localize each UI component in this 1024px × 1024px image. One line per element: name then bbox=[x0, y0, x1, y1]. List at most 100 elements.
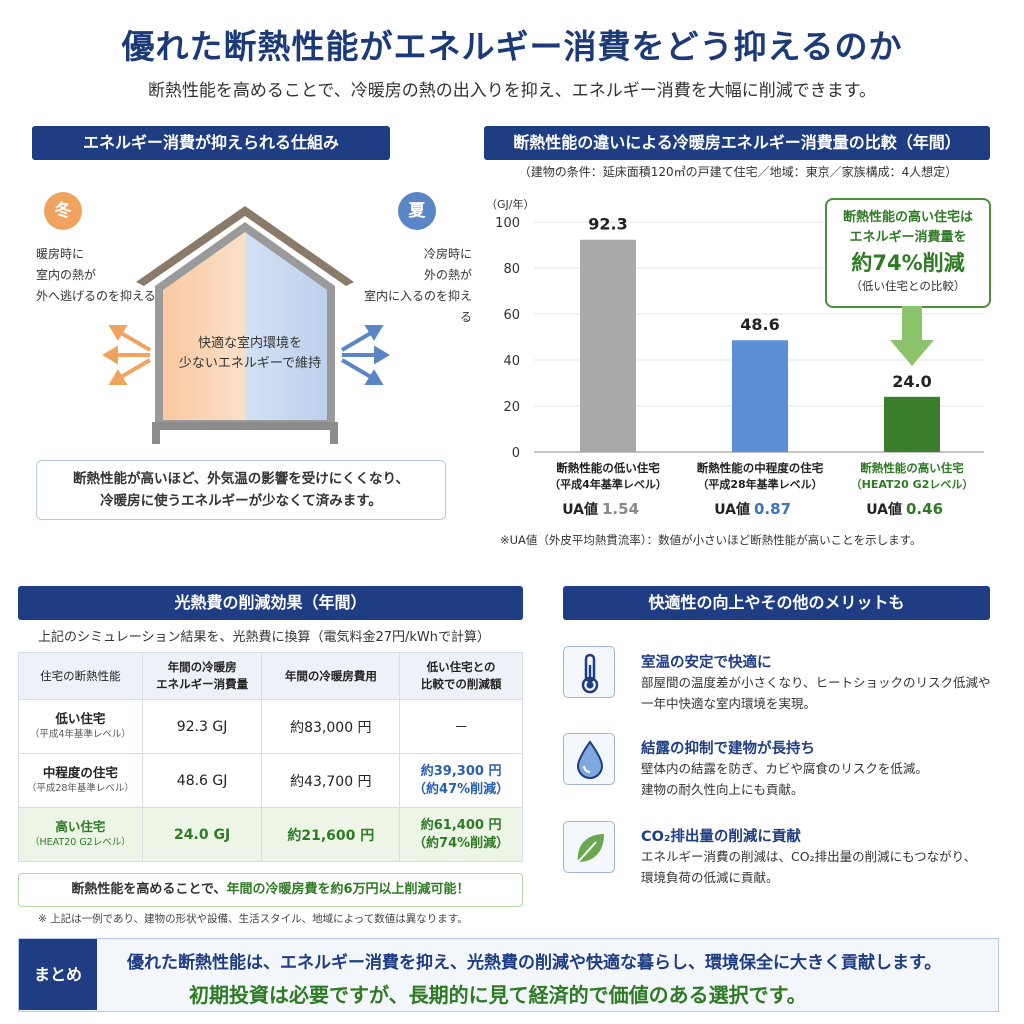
savings-message: 断熱性能を高めることで、年間の冷暖房費を約6万円以上削減可能！ bbox=[18, 873, 523, 907]
ua-value: 0.46 bbox=[906, 500, 943, 518]
winter-note-line: 室内の熱が bbox=[36, 268, 97, 282]
y-tick-label: 40 bbox=[503, 354, 520, 369]
merit-title: 室温の安定で快適に bbox=[641, 655, 772, 671]
saving-cell: 約39,300 円 （約47%削減） bbox=[399, 753, 523, 808]
cost-cell: 約83,000 円 bbox=[261, 699, 401, 754]
bar-value-label: 92.3 bbox=[588, 215, 627, 234]
info-line: 断熱性能が高いほど、外気温の影響を受けにくくなり、 bbox=[72, 471, 409, 487]
merits-heading: 快適性の向上やその他のメリットも bbox=[563, 586, 990, 620]
y-tick-label: 80 bbox=[503, 262, 520, 277]
y-tick-label: 0 bbox=[512, 446, 520, 461]
x-category-label: 断熱性能の高い住宅 bbox=[860, 461, 964, 475]
merit-desc-line: 部屋間の温度差が小さくなり、ヒートショックのリスク低減や bbox=[641, 675, 991, 690]
winter-note: 暖房時に 室内の熱が 外へ逃げるのを抑える bbox=[36, 244, 156, 307]
house-text-line: 快適な室内環境を bbox=[197, 336, 302, 351]
row-label: 高い住宅 （HEAT20 G2レベル） bbox=[18, 807, 143, 862]
summary-line-2: 初期投資は必要ですが、長期的に見て経済的で価値のある選択です。 bbox=[189, 983, 807, 1007]
saving-cell: － bbox=[399, 699, 523, 754]
cost-table: 住宅の断熱性能 年間の冷暖房 エネルギー消費量 年間の冷暖房費用 低い住宅との 比較… bbox=[18, 652, 523, 862]
bar bbox=[580, 239, 636, 452]
comparison-heading: 断熱性能の違いによる冷暖房エネルギー消費量の比較（年間） bbox=[484, 126, 990, 160]
bar bbox=[884, 396, 940, 452]
callout-line: 断熱性能の高い住宅は bbox=[842, 210, 973, 225]
callout-note: （低い住宅との比較） bbox=[850, 279, 966, 293]
merit-desc: エネルギー消費の削減は、CO₂排出量の削減にもつながり、 環境負荷の低減に貢献。 bbox=[641, 846, 991, 888]
table-header-row: 住宅の断熱性能 年間の冷暖房 エネルギー消費量 年間の冷暖房費用 低い住宅との 比較… bbox=[18, 652, 523, 700]
info-line: 冷暖房に使うエネルギーが少なくて済みます。 bbox=[100, 493, 382, 509]
merit-desc-line: 環境負荷の低減に貢献。 bbox=[641, 870, 779, 885]
y-axis-label: （GJ/年） bbox=[486, 197, 534, 211]
saving-cell: 約61,400 円 （約74%削減） bbox=[399, 807, 523, 862]
x-category-label: 断熱性能の低い住宅 bbox=[556, 461, 660, 475]
summary-line-1: 優れた断熱性能は、エネルギー消費を抑え、光熱費の削減や快適な暮らし、環境保全に大… bbox=[127, 953, 942, 973]
merit-title: CO₂排出量の削減に貢献 bbox=[641, 829, 801, 845]
house-text-line: 少ないエネルギーで維持 bbox=[178, 356, 322, 371]
merit-desc-line: 一年中快適な室内環境を実現。 bbox=[641, 696, 817, 711]
x-category-sublabel: （平成4年基準レベル） bbox=[549, 477, 667, 491]
y-tick-label: 60 bbox=[503, 308, 520, 323]
cost-footnote: ※ 上記は一例であり、建物の形状や設備、生活スタイル、地域によって数値は異なりま… bbox=[38, 913, 468, 925]
page-subtitle: 断熱性能を高めることで、冷暖房の熱の出入りを抑え、エネルギー消費を大幅に削減でき… bbox=[147, 81, 877, 101]
house-illustration bbox=[102, 206, 390, 444]
energy-cell: 48.6 GJ bbox=[141, 753, 263, 808]
table-row: 低い住宅 （平成4年基準レベル） 92.3 GJ 約83,000 円 － bbox=[18, 699, 523, 754]
savings-message-a: 断熱性能を高めることで、 bbox=[71, 882, 227, 897]
column-header: 年間の冷暖房費用 bbox=[261, 652, 401, 700]
mechanism-info-box: 断熱性能が高いほど、外気温の影響を受けにくくなり、 冷暖房に使うエネルギーが少な… bbox=[36, 460, 446, 520]
table-row: 高い住宅 （HEAT20 G2レベル） 24.0 GJ 約21,600 円 約61… bbox=[18, 807, 523, 862]
ua-label: UA値 bbox=[866, 501, 902, 518]
x-category-label: 断熱性能の中程度の住宅 bbox=[697, 461, 824, 475]
merit-desc-line: エネルギー消費の削減は、CO₂排出量の削減にもつながり、 bbox=[641, 849, 977, 864]
y-tick-label: 20 bbox=[503, 400, 520, 415]
bar-value-label: 48.6 bbox=[740, 315, 779, 334]
x-category-sublabel: （HEAT20 G2レベル） bbox=[851, 478, 974, 491]
row-sub: （HEAT20 G2レベル） bbox=[30, 836, 131, 848]
merit-desc-line: 壁体内の結露を防ぎ、カビや腐食のリスクを低減。 bbox=[641, 761, 928, 776]
merit-desc: 部屋間の温度差が小さくなり、ヒートショックのリスク低減や 一年中快適な室内環境を… bbox=[641, 672, 991, 714]
energy-cell: 24.0 GJ bbox=[141, 807, 263, 862]
merit-title: 結露の抑制で建物が長持ち bbox=[641, 741, 815, 757]
y-tick-label: 100 bbox=[495, 216, 520, 231]
ua-label: UA値 bbox=[714, 501, 750, 518]
merit-desc-line: 建物の耐久性向上にも貢献。 bbox=[641, 782, 804, 797]
row-name: 高い住宅 bbox=[55, 818, 106, 834]
summer-note-line: 外の熱が bbox=[423, 268, 472, 282]
row-label: 低い住宅 （平成4年基準レベル） bbox=[18, 699, 143, 754]
winter-note-line: 暖房時に bbox=[36, 247, 85, 261]
callout-line: エネルギー消費量を bbox=[849, 230, 967, 245]
winter-note-line: 外へ逃げるのを抑える bbox=[36, 289, 156, 303]
ua-note: ※UA値（外皮平均熱貫流率）：数値が小さいほど断熱性能が高いことを示します。 bbox=[500, 533, 922, 547]
savings-message-b: 年間の冷暖房費を約6万円以上削減可能！ bbox=[226, 882, 470, 897]
cost-cell: 約43,700 円 bbox=[261, 753, 401, 808]
reduction-callout: 断熱性能の高い住宅は エネルギー消費量を 約74%削減 （低い住宅との比較） bbox=[825, 198, 991, 308]
house-center-text: 快適な室内環境を 少ないエネルギーで維持 bbox=[170, 334, 330, 374]
merit-desc: 壁体内の結露を防ぎ、カビや腐食のリスクを低減。 建物の耐久性向上にも貢献。 bbox=[641, 758, 991, 800]
bar-value-label: 24.0 bbox=[892, 372, 931, 391]
saving-percent: （約74%削減） bbox=[413, 835, 510, 851]
leaf-icon bbox=[563, 821, 615, 873]
energy-bar-chart: （GJ/年） 0 20 40 60 80 100 92.3 断熱性能の低い住宅 （平成4年基準レベ… bbox=[486, 197, 984, 518]
x-category-sublabel: （平成28年基準レベル） bbox=[697, 477, 822, 491]
water-drop-icon bbox=[563, 733, 615, 785]
row-sub: （平成4年基準レベル） bbox=[29, 728, 131, 740]
summer-badge: 夏 bbox=[398, 192, 436, 230]
saving-amount: 約61,400 円 bbox=[420, 817, 502, 833]
page-title: 優れた断熱性能がエネルギー消費をどう抑えるのか bbox=[121, 27, 903, 66]
bar bbox=[732, 340, 788, 452]
summer-note: 冷房時に 外の熱が 室内に入るのを抑える bbox=[356, 244, 472, 328]
table-row: 中程度の住宅 （平成28年基準レベル） 48.6 GJ 約43,700 円 約39… bbox=[18, 753, 523, 808]
saving-amount: 約39,300 円 bbox=[420, 763, 502, 779]
chart-conditions: （建物の条件：延床面積120㎡の戸建て住宅／地域：東京／家族構成：4人想定） bbox=[518, 165, 958, 179]
callout-big-value: 約74%削減 bbox=[851, 251, 965, 275]
cost-intro: 上記のシミュレーション結果を、光熱費に換算（電気料金27円/kWhで計算） bbox=[38, 630, 491, 645]
column-header: 年間の冷暖房 エネルギー消費量 bbox=[141, 652, 263, 700]
summary-tag: まとめ bbox=[19, 939, 97, 1010]
ua-label: UA値 bbox=[562, 501, 598, 518]
callout-arrow-icon bbox=[890, 306, 934, 366]
summer-note-line: 冷房時に bbox=[423, 247, 472, 261]
row-name: 低い住宅 bbox=[55, 710, 106, 726]
row-sub: （平成28年基準レベル） bbox=[26, 782, 134, 794]
mechanism-heading: エネルギー消費が抑えられる仕組み bbox=[32, 126, 390, 160]
energy-cell: 92.3 GJ bbox=[141, 699, 263, 754]
summer-note-line: 室内に入るのを抑える bbox=[363, 289, 472, 324]
